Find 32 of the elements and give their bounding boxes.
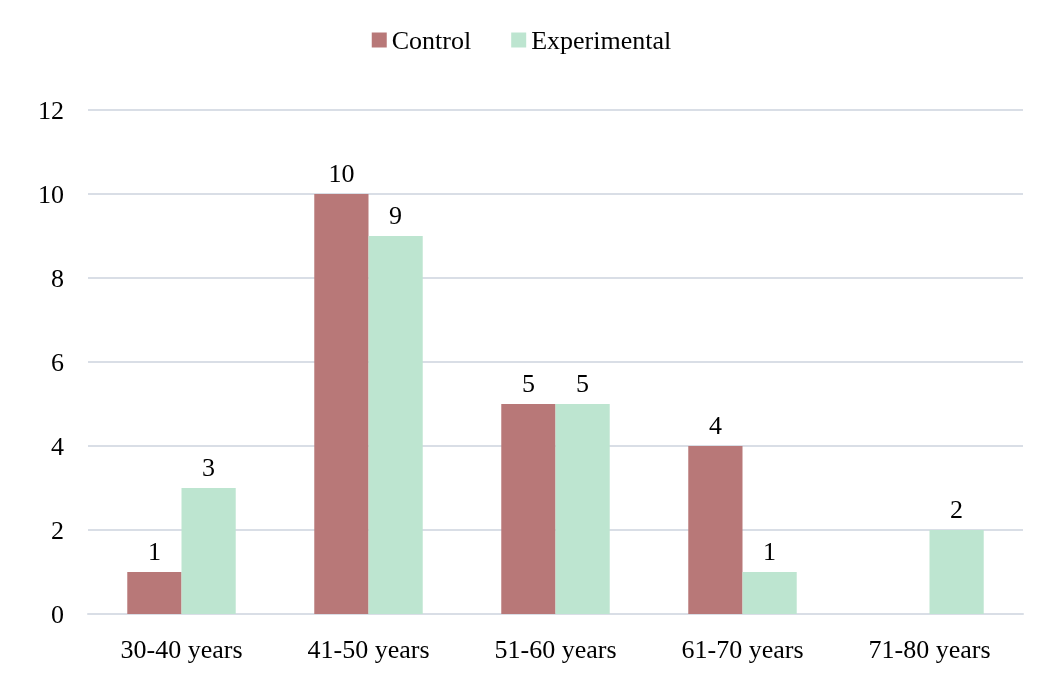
data-label: 5 [521, 368, 535, 398]
bar [127, 572, 182, 614]
x-tick-label: 71-80 years [868, 634, 991, 664]
y-tick-label: 10 [38, 179, 64, 209]
y-tick-label: 0 [51, 599, 64, 629]
y-tick-label: 8 [51, 263, 64, 293]
data-label: 1 [147, 536, 161, 566]
bar [314, 194, 369, 614]
x-tick-label: 61-70 years [681, 634, 804, 664]
data-label: 5 [576, 368, 590, 398]
legend-label: Control [391, 25, 472, 55]
bar [929, 530, 984, 614]
bar [368, 236, 423, 614]
bar [688, 446, 743, 614]
bar [181, 488, 236, 614]
legend-label: Experimental [531, 25, 672, 55]
bar [742, 572, 797, 614]
y-tick-label: 12 [38, 95, 64, 125]
y-tick-label: 4 [51, 431, 64, 461]
y-tick-label: 6 [51, 347, 64, 377]
bar [501, 404, 556, 614]
data-label: 1 [763, 536, 777, 566]
bar [555, 404, 610, 614]
x-tick-label: 30-40 years [120, 634, 243, 664]
data-label: 10 [328, 158, 355, 188]
y-tick-label: 2 [51, 515, 64, 545]
x-tick-label: 51-60 years [494, 634, 617, 664]
data-label: 2 [950, 494, 964, 524]
data-label: 3 [202, 452, 216, 482]
x-tick-label: 41-50 years [307, 634, 430, 664]
data-label: 4 [708, 410, 722, 440]
data-label: 9 [389, 200, 403, 230]
